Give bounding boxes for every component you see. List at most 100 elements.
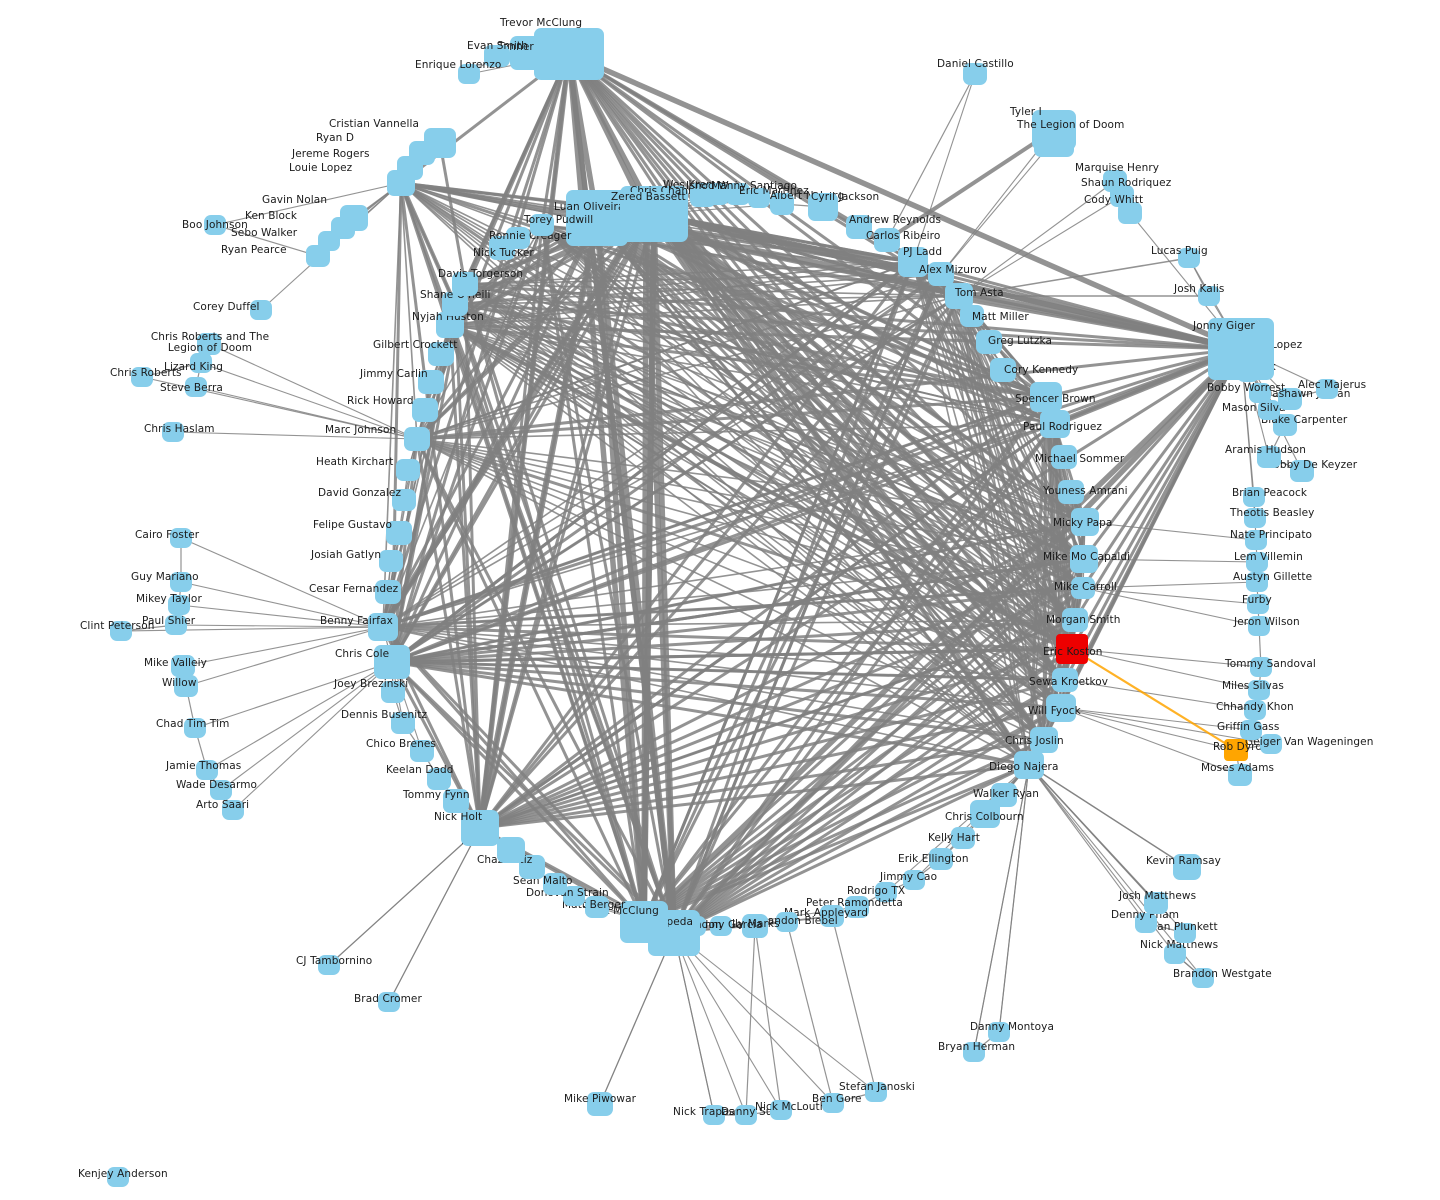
graph-node[interactable] <box>988 1022 1010 1042</box>
graph-node[interactable] <box>197 333 221 355</box>
graph-node[interactable] <box>428 342 454 366</box>
graph-node[interactable] <box>107 1167 129 1187</box>
graph-node[interactable] <box>1246 552 1268 572</box>
graph-node[interactable] <box>204 215 226 235</box>
graph-node[interactable] <box>1110 185 1134 207</box>
graph-node[interactable] <box>960 305 984 327</box>
graph-node[interactable] <box>436 312 464 338</box>
graph-node[interactable] <box>735 1105 757 1125</box>
graph-node[interactable] <box>452 272 478 296</box>
graph-node[interactable] <box>1178 248 1200 268</box>
graph-node[interactable] <box>1046 694 1076 722</box>
graph-node[interactable] <box>391 712 415 734</box>
graph-node[interactable] <box>318 955 340 975</box>
graph-node[interactable] <box>585 896 609 918</box>
graph-node[interactable] <box>458 64 480 84</box>
graph-node[interactable] <box>705 183 729 205</box>
graph-node[interactable] <box>368 613 398 641</box>
graph-node[interactable] <box>1258 400 1280 420</box>
graph-node[interactable] <box>1260 734 1282 754</box>
graph-node[interactable] <box>1249 383 1271 403</box>
graph-node[interactable] <box>963 63 987 85</box>
graph-node[interactable] <box>1273 414 1297 436</box>
graph-node[interactable] <box>427 768 451 790</box>
graph-node[interactable] <box>170 528 192 548</box>
graph-node[interactable] <box>210 780 232 800</box>
graph-node[interactable] <box>1052 668 1078 692</box>
graph-node[interactable] <box>929 848 953 870</box>
graph-node[interactable] <box>443 789 469 813</box>
graph-node[interactable] <box>566 190 628 246</box>
graph-node[interactable] <box>742 914 768 938</box>
graph-node[interactable] <box>396 459 420 481</box>
graph-node[interactable] <box>846 215 872 239</box>
graph-node[interactable] <box>375 580 401 604</box>
graph-node[interactable] <box>110 621 132 641</box>
graph-node[interactable] <box>1164 944 1186 964</box>
graph-node[interactable] <box>1278 388 1302 410</box>
graph-node[interactable] <box>410 740 434 762</box>
graph-node[interactable] <box>1056 634 1088 664</box>
graph-node[interactable] <box>1144 892 1168 914</box>
graph-node[interactable] <box>898 247 928 277</box>
graph-node[interactable] <box>820 905 844 927</box>
graph-node[interactable] <box>587 1092 613 1116</box>
graph-node[interactable] <box>1051 445 1077 469</box>
graph-node[interactable] <box>808 193 838 221</box>
graph-node[interactable] <box>306 245 330 267</box>
graph-node[interactable] <box>822 1093 844 1113</box>
graph-node[interactable] <box>1244 700 1266 720</box>
graph-node[interactable] <box>185 377 207 397</box>
graph-node[interactable] <box>1014 751 1044 779</box>
graph-node[interactable] <box>378 992 400 1012</box>
graph-node[interactable] <box>845 896 869 918</box>
graph-node[interactable] <box>875 882 897 902</box>
graph-node[interactable] <box>543 873 567 895</box>
graph-node[interactable] <box>1246 572 1268 592</box>
graph-node[interactable] <box>1192 968 1214 988</box>
graph-node[interactable] <box>976 330 1002 354</box>
graph-node[interactable] <box>563 886 585 906</box>
graph-node[interactable] <box>484 45 510 67</box>
graph-node[interactable] <box>1244 508 1266 528</box>
graph-node[interactable] <box>1228 764 1252 786</box>
graph-node[interactable] <box>381 681 405 703</box>
graph-node[interactable] <box>184 718 206 738</box>
graph-node[interactable] <box>1240 720 1262 740</box>
graph-node[interactable] <box>928 262 954 286</box>
graph-node[interactable] <box>865 1082 887 1102</box>
graph-node[interactable] <box>1034 123 1074 157</box>
graph-node[interactable] <box>1224 739 1248 761</box>
graph-node[interactable] <box>190 353 212 373</box>
graph-node[interactable] <box>1248 680 1270 700</box>
graph-node[interactable] <box>174 675 198 697</box>
graph-node[interactable] <box>171 655 195 677</box>
graph-node[interactable] <box>1135 913 1157 933</box>
graph-node[interactable] <box>1071 508 1099 536</box>
graph-node[interactable] <box>770 193 794 215</box>
graph-node[interactable] <box>374 645 410 679</box>
graph-node[interactable] <box>1257 446 1281 468</box>
graph-node[interactable] <box>222 800 244 820</box>
graph-node[interactable] <box>1316 379 1338 399</box>
graph-node[interactable] <box>620 192 672 232</box>
graph-node[interactable] <box>1070 545 1098 573</box>
graph-node[interactable] <box>1248 616 1270 636</box>
graph-node[interactable] <box>1062 608 1088 632</box>
graph-node[interactable] <box>1208 318 1274 380</box>
graph-node[interactable] <box>412 398 438 422</box>
graph-node[interactable] <box>963 1042 985 1062</box>
graph-node[interactable] <box>1173 854 1201 880</box>
graph-node[interactable] <box>874 228 900 252</box>
graph-node[interactable] <box>776 912 798 932</box>
graph-node[interactable] <box>748 188 770 208</box>
graph-node[interactable] <box>1071 577 1095 599</box>
graph-node[interactable] <box>903 870 925 890</box>
graph-node[interactable] <box>162 422 184 442</box>
graph-node[interactable] <box>168 595 190 615</box>
graph-node[interactable] <box>1250 657 1272 677</box>
graph-node[interactable] <box>497 837 525 863</box>
graph-node[interactable] <box>165 615 187 635</box>
graph-node[interactable] <box>620 901 668 943</box>
graph-node[interactable] <box>1290 460 1314 482</box>
